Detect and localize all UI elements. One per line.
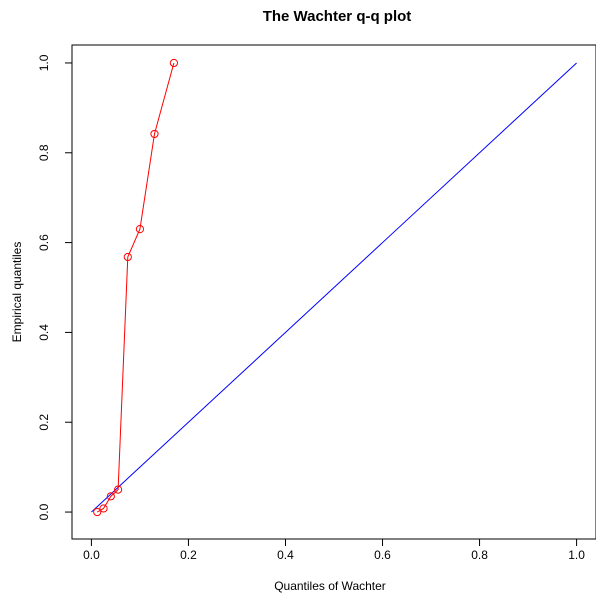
- y-tick-label: 0.4: [37, 324, 51, 341]
- data-point: [106, 492, 115, 501]
- y-axis-label: Empirical quantiles: [10, 242, 24, 343]
- reference-line-layer: [91, 62, 577, 513]
- data-point: [123, 252, 132, 262]
- x-tick-label: 1.0: [568, 548, 585, 562]
- plot-frame: [71, 44, 596, 540]
- x-axis-label: Quantiles of Wachter: [274, 579, 386, 593]
- y-axis: 0.0 0.2 0.4 0.6 0.8 1.0: [37, 54, 73, 520]
- empirical-line: [96, 62, 175, 513]
- y-tick-label: 0.0: [37, 503, 51, 520]
- y-tick-label: 0.8: [37, 144, 51, 161]
- x-tick-label: 0.0: [83, 548, 100, 562]
- empirical-series-layer: [93, 58, 178, 517]
- y-tick-label: 0.2: [37, 414, 51, 431]
- reference-line: [91, 62, 577, 513]
- x-tick-label: 0.8: [471, 548, 488, 562]
- y-tick-label: 1.0: [37, 54, 51, 71]
- data-point: [93, 507, 102, 517]
- x-tick-label: 0.2: [180, 548, 197, 562]
- data-point: [169, 58, 178, 68]
- x-tick-label: 0.6: [374, 548, 391, 562]
- data-point: [99, 504, 108, 513]
- x-tick-label: 0.4: [277, 548, 294, 562]
- x-axis: 0.0 0.2 0.4 0.6 0.8 1.0: [83, 538, 585, 562]
- data-point: [113, 485, 123, 494]
- chart-title: The Wachter q-q plot: [263, 8, 412, 25]
- data-point: [150, 129, 159, 139]
- y-tick-label: 0.6: [37, 234, 51, 251]
- data-point: [135, 225, 145, 234]
